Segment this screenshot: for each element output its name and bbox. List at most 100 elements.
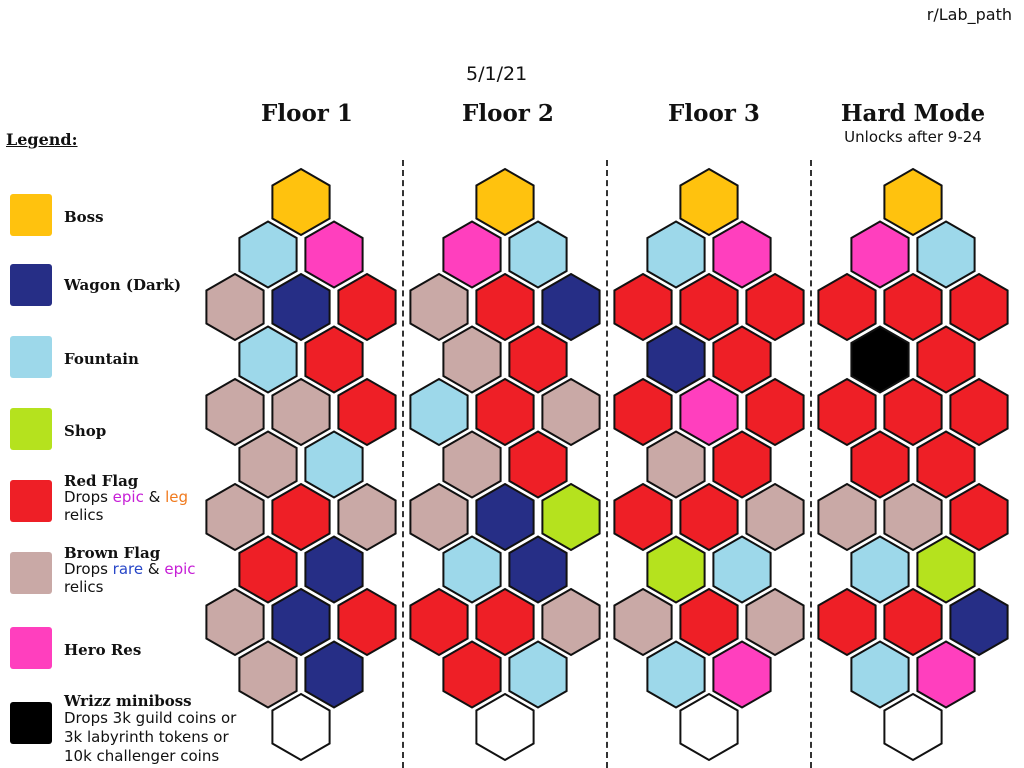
hex-tile-fountain[interactable] bbox=[409, 377, 469, 447]
hex-tile-fountain[interactable] bbox=[850, 535, 910, 604]
hex-tile-miniboss[interactable] bbox=[850, 325, 910, 394]
hex-tile-red[interactable] bbox=[850, 430, 910, 499]
hex-tile-red[interactable] bbox=[817, 587, 877, 657]
hex-tile-wagon[interactable] bbox=[475, 482, 535, 552]
hex-tile-boss[interactable] bbox=[679, 167, 739, 237]
legend-desc-red-line2: relics bbox=[64, 506, 104, 524]
hex-tile-empty[interactable] bbox=[883, 692, 943, 762]
hex-tile-brown[interactable] bbox=[409, 272, 469, 342]
hex-tile-fountain[interactable] bbox=[508, 640, 568, 709]
hex-tile-brown[interactable] bbox=[646, 430, 706, 499]
hex-tile-hero[interactable] bbox=[304, 220, 364, 289]
hex-tile-wagon[interactable] bbox=[304, 535, 364, 604]
hex-tile-hero[interactable] bbox=[712, 220, 772, 289]
hex-tile-wagon[interactable] bbox=[541, 272, 601, 342]
hex-tile-fountain[interactable] bbox=[646, 220, 706, 289]
hex-tile-fountain[interactable] bbox=[508, 220, 568, 289]
hex-tile-hero[interactable] bbox=[712, 640, 772, 709]
hex-tile-brown[interactable] bbox=[745, 587, 805, 657]
hex-tile-wagon[interactable] bbox=[271, 272, 331, 342]
hex-tile-red[interactable] bbox=[475, 272, 535, 342]
hex-tile-brown[interactable] bbox=[817, 482, 877, 552]
hex-tile-hero[interactable] bbox=[916, 640, 976, 709]
hex-tile-boss[interactable] bbox=[271, 167, 331, 237]
hex-tile-brown[interactable] bbox=[442, 430, 502, 499]
hex-tile-fountain[interactable] bbox=[646, 640, 706, 709]
hex-tile-red[interactable] bbox=[679, 587, 739, 657]
hex-tile-fountain[interactable] bbox=[238, 325, 298, 394]
hex-tile-hero[interactable] bbox=[850, 220, 910, 289]
hex-tile-red[interactable] bbox=[508, 430, 568, 499]
hex-tile-shop[interactable] bbox=[541, 482, 601, 552]
hex-tile-brown[interactable] bbox=[271, 377, 331, 447]
hex-tile-brown[interactable] bbox=[205, 587, 265, 657]
hex-tile-hero[interactable] bbox=[442, 220, 502, 289]
hex-tile-brown[interactable] bbox=[541, 377, 601, 447]
hex-tile-wagon[interactable] bbox=[271, 587, 331, 657]
hex-tile-brown[interactable] bbox=[409, 482, 469, 552]
hex-tile-empty[interactable] bbox=[679, 692, 739, 762]
hex-tile-empty[interactable] bbox=[271, 692, 331, 762]
hex-tile-red[interactable] bbox=[238, 535, 298, 604]
hex-tile-red[interactable] bbox=[745, 272, 805, 342]
hex-tile-fountain[interactable] bbox=[916, 220, 976, 289]
hex-tile-fountain[interactable] bbox=[850, 640, 910, 709]
hex-tile-red[interactable] bbox=[337, 587, 397, 657]
hex-tile-red[interactable] bbox=[613, 272, 673, 342]
hex-tile-fountain[interactable] bbox=[304, 430, 364, 499]
hex-tile-fountain[interactable] bbox=[442, 535, 502, 604]
hex-tile-red[interactable] bbox=[817, 377, 877, 447]
hex-tile-wagon[interactable] bbox=[508, 535, 568, 604]
hex-tile-shop[interactable] bbox=[916, 535, 976, 604]
hex-tile-wagon[interactable] bbox=[949, 587, 1009, 657]
hex-tile-red[interactable] bbox=[883, 272, 943, 342]
hex-tile-red[interactable] bbox=[508, 325, 568, 394]
hex-tile-red[interactable] bbox=[949, 377, 1009, 447]
hex-tile-red[interactable] bbox=[817, 272, 877, 342]
hex-tile-brown[interactable] bbox=[337, 482, 397, 552]
hex-tile-red[interactable] bbox=[883, 587, 943, 657]
hex-tile-red[interactable] bbox=[613, 482, 673, 552]
hex-tile-red[interactable] bbox=[679, 482, 739, 552]
hex-tile-shop[interactable] bbox=[646, 535, 706, 604]
hex-tile-brown[interactable] bbox=[613, 587, 673, 657]
hex-tile-wagon[interactable] bbox=[304, 640, 364, 709]
hex-tile-brown[interactable] bbox=[745, 482, 805, 552]
hex-tile-fountain[interactable] bbox=[712, 535, 772, 604]
hex-tile-red[interactable] bbox=[883, 377, 943, 447]
hex-tile-red[interactable] bbox=[304, 325, 364, 394]
hex-tile-red[interactable] bbox=[337, 272, 397, 342]
hex-tile-hero[interactable] bbox=[679, 377, 739, 447]
hex-tile-red[interactable] bbox=[613, 377, 673, 447]
hex-tile-red[interactable] bbox=[916, 325, 976, 394]
hex-tile-brown[interactable] bbox=[205, 377, 265, 447]
hex-tile-brown[interactable] bbox=[205, 272, 265, 342]
hex-tile-fountain[interactable] bbox=[238, 220, 298, 289]
hex-tile-brown[interactable] bbox=[442, 325, 502, 394]
hex-tile-red[interactable] bbox=[916, 430, 976, 499]
hex-tile-brown[interactable] bbox=[541, 587, 601, 657]
hex-tile-red[interactable] bbox=[712, 325, 772, 394]
hex-tile-brown[interactable] bbox=[883, 482, 943, 552]
rarity-word: epic bbox=[112, 488, 144, 506]
hex-tile-red[interactable] bbox=[949, 482, 1009, 552]
hex-tile-boss[interactable] bbox=[883, 167, 943, 237]
hex-tile-wagon[interactable] bbox=[646, 325, 706, 394]
hex-tile-brown[interactable] bbox=[238, 430, 298, 499]
hex-tile-red[interactable] bbox=[475, 587, 535, 657]
hex-tile-brown[interactable] bbox=[205, 482, 265, 552]
hex-tile-red[interactable] bbox=[679, 272, 739, 342]
hex-tile-red[interactable] bbox=[712, 430, 772, 499]
legend-swatch-miniboss bbox=[10, 702, 52, 744]
hex-tile-brown[interactable] bbox=[238, 640, 298, 709]
hex-tile-red[interactable] bbox=[745, 377, 805, 447]
hex-tile-red[interactable] bbox=[475, 377, 535, 447]
hex-tile-empty[interactable] bbox=[475, 692, 535, 762]
hex-tile-red[interactable] bbox=[949, 272, 1009, 342]
hex-tile-red[interactable] bbox=[271, 482, 331, 552]
hex-tile-red[interactable] bbox=[409, 587, 469, 657]
hex-tile-red[interactable] bbox=[337, 377, 397, 447]
hex-tile-boss[interactable] bbox=[475, 167, 535, 237]
hex-tile-red[interactable] bbox=[442, 640, 502, 709]
